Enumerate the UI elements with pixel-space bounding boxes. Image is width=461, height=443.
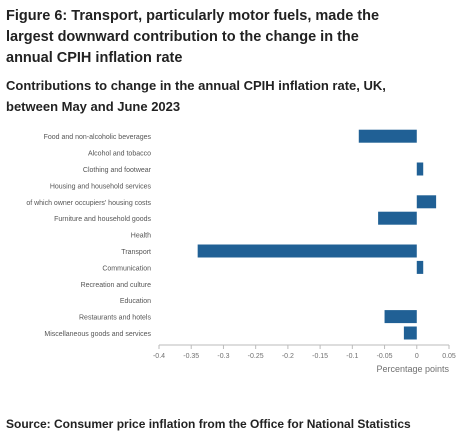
x-tick-label: -0.4: [153, 353, 165, 360]
category-label: of which owner occupiers' housing costs: [26, 200, 151, 207]
bar: [416, 195, 437, 209]
category-label: Education: [120, 298, 151, 305]
bar-chart: Food and non-alcoholic beverages Alcohol …: [26, 129, 456, 374]
category-label: Alcohol and tobacco: [88, 151, 151, 158]
bar: [403, 326, 417, 340]
bar: [358, 129, 417, 143]
chart-subtitle: Contributions to change in the annual CP…: [6, 78, 386, 114]
bar: [378, 211, 417, 225]
bar: [197, 244, 417, 258]
source-note: Source: Consumer price inflation from th…: [6, 417, 411, 431]
x-tick-label: -0.15: [312, 353, 328, 360]
category-label: Restaurants and hotels: [79, 315, 151, 322]
category-label: Recreation and culture: [81, 282, 152, 289]
x-tick-label: -0.2: [282, 353, 294, 360]
category-label: Transport: [121, 249, 151, 256]
bar: [416, 162, 424, 176]
category-label: Communication: [102, 265, 151, 272]
x-tick-label: -0.05: [377, 353, 393, 360]
x-tick-label: 0.05: [442, 353, 456, 360]
category-label: Miscellaneous goods and services: [44, 331, 151, 338]
category-label: Food and non-alcoholic beverages: [44, 134, 152, 141]
bar: [416, 260, 424, 274]
bar: [384, 310, 417, 324]
x-tick-label: 0: [415, 353, 419, 360]
chart-title: Figure 6: Transport, particularly motor …: [6, 8, 380, 66]
x-tick-label: -0.35: [183, 353, 199, 360]
x-axis-label: Percentage points: [376, 364, 449, 374]
x-tick-label: -0.3: [217, 353, 229, 360]
category-label: Clothing and footwear: [83, 167, 152, 174]
x-tick-label: -0.1: [346, 353, 358, 360]
category-label: Health: [131, 233, 151, 240]
x-tick-label: -0.25: [248, 353, 264, 360]
category-label: Furniture and household goods: [54, 216, 151, 223]
category-label: Housing and household services: [50, 183, 152, 190]
